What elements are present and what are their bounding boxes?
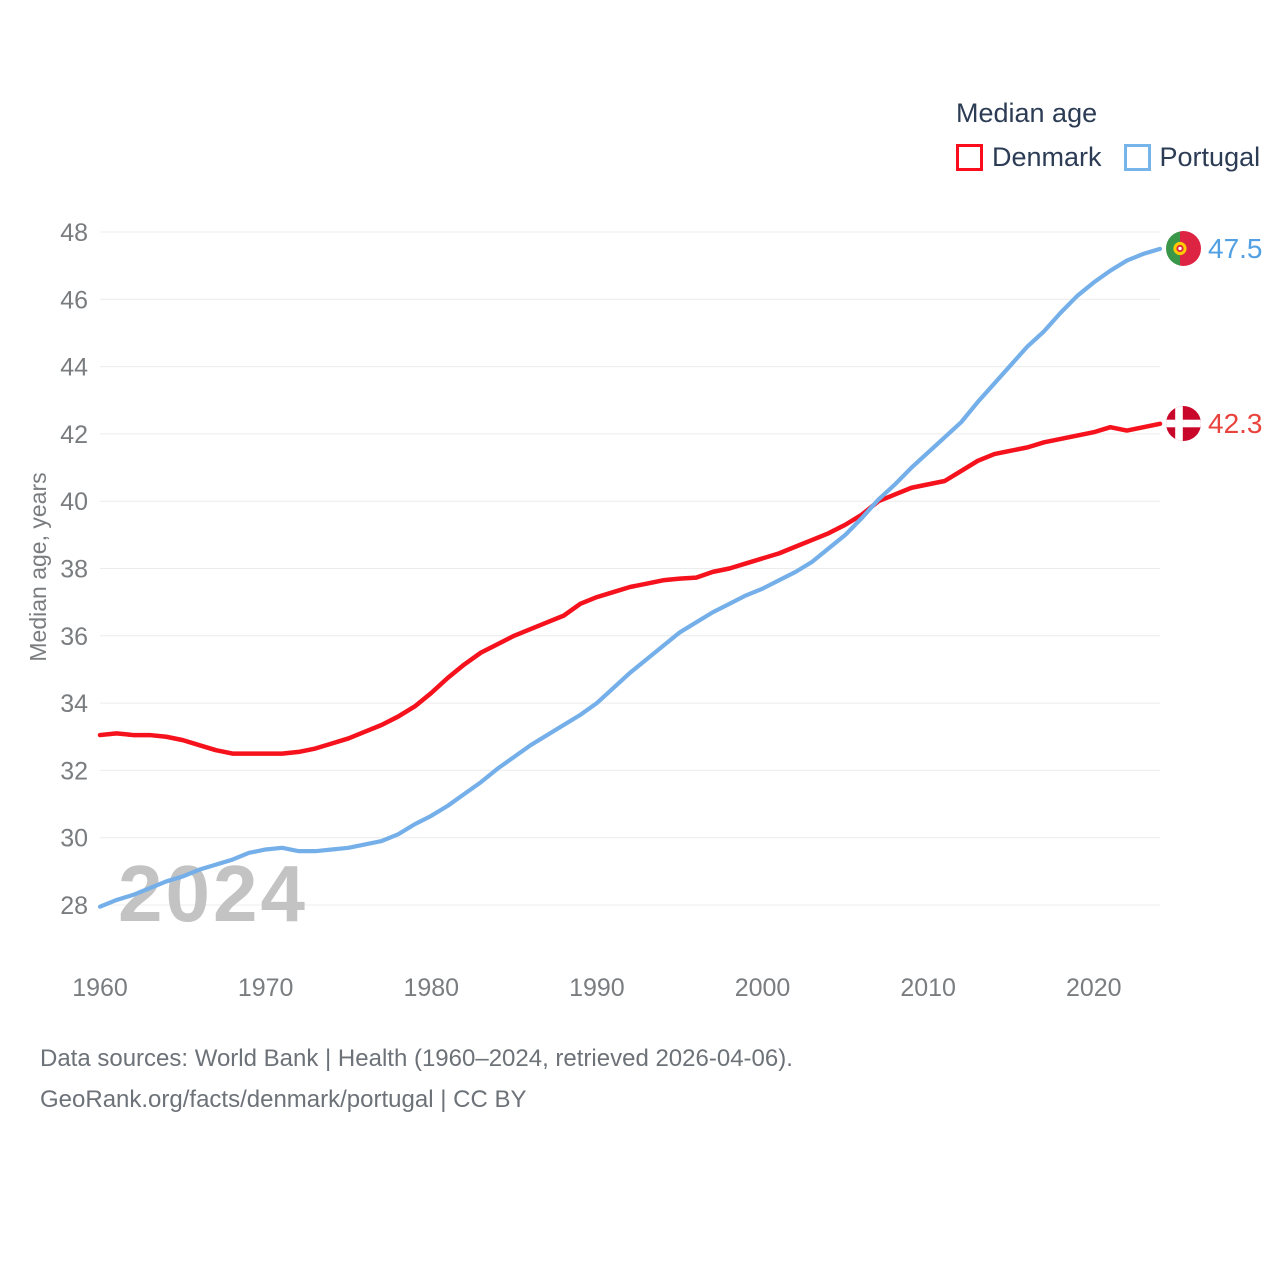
svg-text:1960: 1960 <box>72 974 128 1002</box>
denmark-end-marker: 42.3 <box>1166 406 1263 442</box>
svg-text:36: 36 <box>60 623 88 651</box>
svg-text:42: 42 <box>60 421 88 449</box>
legend-label-portugal: Portugal <box>1159 142 1261 172</box>
svg-text:34: 34 <box>60 690 88 718</box>
denmark-flag-icon <box>1166 406 1201 442</box>
svg-text:1970: 1970 <box>238 974 294 1002</box>
svg-text:32: 32 <box>60 757 88 785</box>
georank-link-line[interactable]: GeoRank.org/facts/denmark/portugal | CC … <box>40 1086 527 1113</box>
svg-text:28: 28 <box>60 892 88 920</box>
chart-legend: Median age Denmark Portugal <box>956 98 1260 173</box>
svg-text:2024: 2024 <box>118 849 308 938</box>
svg-text:38: 38 <box>60 556 88 584</box>
svg-text:40: 40 <box>60 488 88 516</box>
legend-label-denmark: Denmark <box>992 142 1102 172</box>
data-sources-line: Data sources: World Bank | Health (1960–… <box>40 1045 793 1072</box>
denmark-end-value: 42.3 <box>1208 408 1263 440</box>
svg-text:44: 44 <box>60 354 88 382</box>
svg-text:2000: 2000 <box>735 974 791 1002</box>
svg-text:1980: 1980 <box>403 974 459 1002</box>
portugal-end-marker: 47.5 <box>1166 231 1263 267</box>
svg-text:1990: 1990 <box>569 974 625 1002</box>
portugal-end-value: 47.5 <box>1208 233 1263 265</box>
svg-text:2020: 2020 <box>1066 974 1122 1002</box>
svg-text:30: 30 <box>60 825 88 853</box>
legend-item-portugal[interactable]: Portugal <box>1123 142 1261 173</box>
svg-text:46: 46 <box>60 286 88 314</box>
legend-item-denmark[interactable]: Denmark <box>956 142 1102 173</box>
portugal-swatch-icon <box>1123 144 1151 171</box>
portugal-flag-icon <box>1166 231 1201 267</box>
svg-text:2010: 2010 <box>900 974 956 1002</box>
source-attribution: Data sources: World Bank | Health (1960–… <box>40 1038 793 1120</box>
legend-items: Denmark Portugal <box>956 142 1260 173</box>
svg-text:Median age, years: Median age, years <box>25 472 51 661</box>
svg-text:48: 48 <box>60 219 88 247</box>
denmark-swatch-icon <box>956 144 983 171</box>
legend-title: Median age <box>956 98 1098 128</box>
